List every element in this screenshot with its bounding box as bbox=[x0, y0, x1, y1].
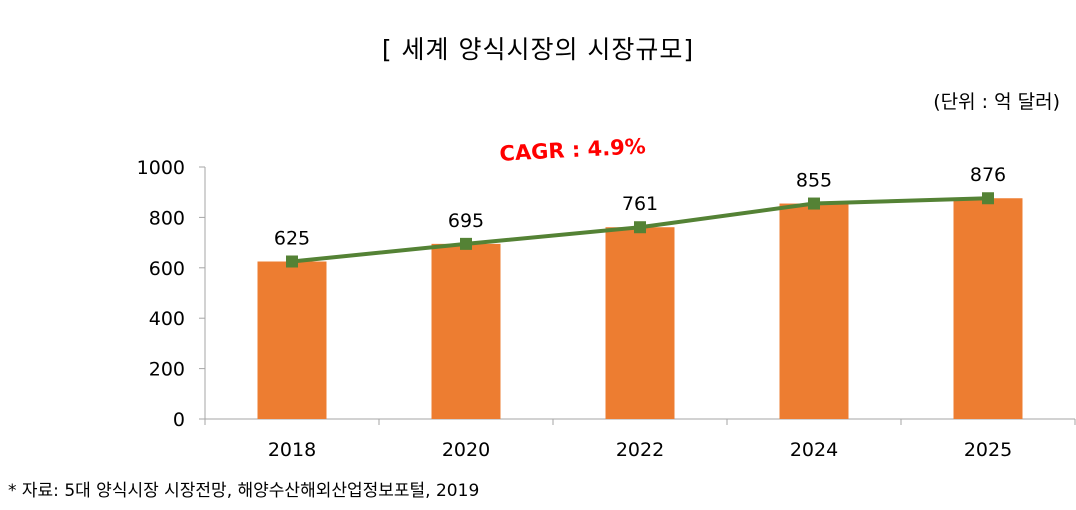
y-tick-label: 800 bbox=[149, 207, 185, 229]
data-label: 761 bbox=[622, 193, 658, 215]
bar bbox=[779, 203, 849, 419]
x-tick-label: 2022 bbox=[616, 439, 664, 461]
x-tick-label: 2024 bbox=[790, 439, 838, 461]
chart-title: [ 세계 양식시장의 시장규모] bbox=[381, 35, 695, 64]
bar bbox=[257, 261, 327, 419]
y-tick-label: 200 bbox=[149, 359, 185, 381]
market-size-chart: 0 200 400 600 800 1000 2018 2020 2022 2024 2025 625… bbox=[137, 134, 1076, 461]
line-marker bbox=[634, 221, 646, 234]
data-label: 855 bbox=[796, 170, 832, 192]
source-note: * 자료: 5대 양식시장 시장전망, 해양수산해외산업정보포털, 2019 bbox=[8, 481, 480, 501]
cagr-annotation: CAGR : 4.9% bbox=[499, 134, 646, 166]
bar bbox=[953, 198, 1023, 419]
x-tick-label: 2020 bbox=[442, 439, 490, 461]
unit-label: (단위 : 억 달러) bbox=[933, 91, 1060, 113]
x-tick-label: 2025 bbox=[964, 439, 1012, 461]
y-tick-label: 600 bbox=[149, 258, 185, 280]
y-tick-label: 0 bbox=[173, 409, 185, 431]
line-marker bbox=[982, 192, 994, 205]
bar bbox=[431, 243, 501, 419]
y-tick-label: 1000 bbox=[137, 157, 185, 179]
data-label: 695 bbox=[448, 210, 484, 232]
y-tick-label: 400 bbox=[149, 308, 185, 330]
line-marker bbox=[460, 237, 472, 250]
data-label: 876 bbox=[970, 164, 1006, 186]
x-tick-label: 2018 bbox=[268, 439, 316, 461]
line-marker bbox=[808, 197, 820, 210]
bar bbox=[605, 227, 675, 419]
data-label: 625 bbox=[274, 228, 310, 250]
line-marker bbox=[286, 255, 298, 268]
